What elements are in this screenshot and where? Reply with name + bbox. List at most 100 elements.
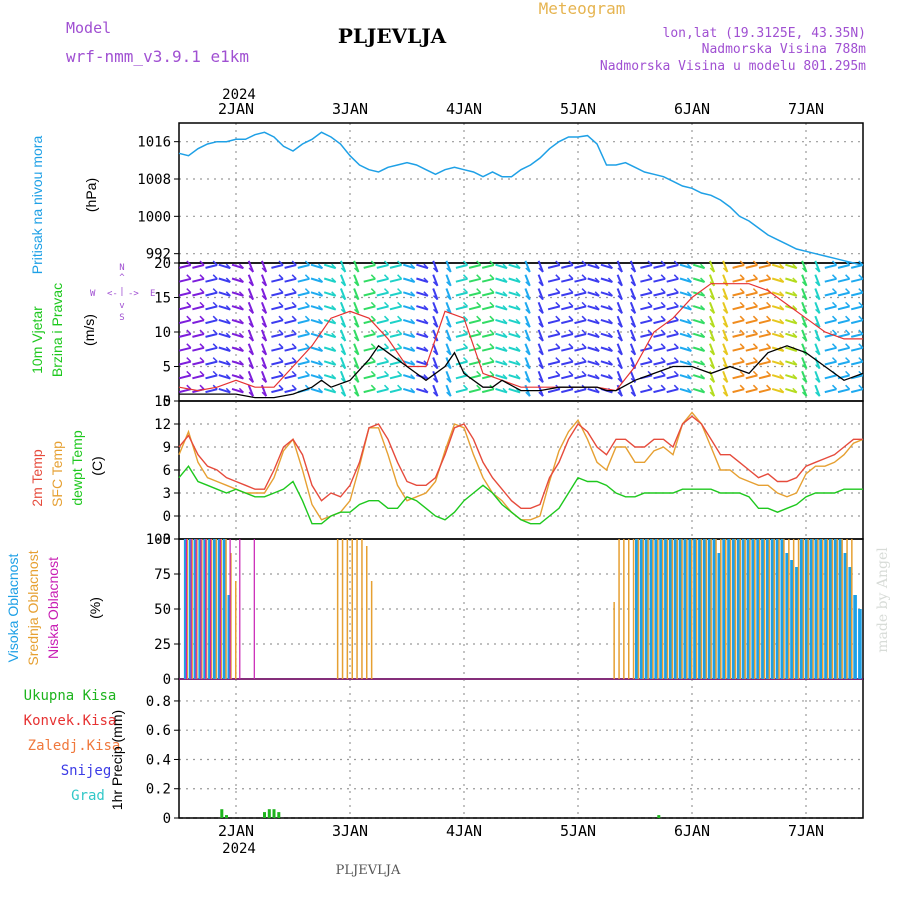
wind-barb-head <box>673 357 679 363</box>
wind-barb <box>323 346 336 352</box>
wind-barb-head <box>801 308 808 314</box>
wind-barb-head <box>792 318 798 324</box>
x-tick-label-top: 7JAN <box>788 100 824 118</box>
wind-barb-head <box>383 370 390 376</box>
temp2m-line <box>178 415 863 509</box>
wind-barb-head <box>673 288 679 294</box>
wind-barb <box>508 346 521 352</box>
wind-barb <box>178 264 192 269</box>
wind-barb-head <box>476 384 482 390</box>
wind-barb <box>192 305 205 311</box>
wind-barb-head <box>752 357 758 363</box>
wind-barb-head <box>617 391 623 397</box>
wind-barb <box>561 333 574 338</box>
wind-barb-head <box>278 329 284 335</box>
wind-barb-head <box>555 315 561 321</box>
wind-barb <box>837 305 850 311</box>
wind-barb-head <box>410 346 416 352</box>
high-cloud-bar <box>809 539 814 679</box>
wind-barb-head <box>700 291 706 297</box>
wind-barb-head <box>502 374 508 380</box>
wind-barb-head <box>581 370 587 376</box>
wind-barb-head <box>568 301 574 307</box>
wind-unit: (m/s) <box>81 314 97 346</box>
wind-barb-head <box>340 391 346 397</box>
wind-barb-head <box>858 301 864 307</box>
wind-barb <box>824 264 837 269</box>
wind-barb-head <box>278 260 284 266</box>
wind-barb-head <box>186 301 192 307</box>
wind-barb-head <box>673 384 679 390</box>
wind-barb-head <box>317 318 324 324</box>
y-tick-label: 12 <box>154 417 171 433</box>
wind-barb-head <box>238 346 244 352</box>
wind-barb <box>587 318 600 325</box>
wind-barb-head <box>423 387 429 393</box>
mid-cloud-bar <box>831 539 834 679</box>
wind-barb <box>837 360 850 366</box>
year-top: 2024 <box>222 87 256 103</box>
wind-barb <box>745 264 758 269</box>
wind-barb-head <box>370 357 376 363</box>
wind-barb-head <box>476 370 482 376</box>
high-cloud-bar <box>664 539 668 679</box>
wind-barb-head <box>722 350 728 356</box>
wind-barb-head <box>397 343 403 349</box>
high-cloud-bar <box>654 539 658 679</box>
wind-barb-head <box>722 336 728 342</box>
high-cloud-bar <box>693 539 697 679</box>
wind-barb <box>679 318 692 325</box>
high-cloud-bar <box>198 539 202 679</box>
wind-barb <box>600 332 613 339</box>
mid-cloud-bar <box>351 539 353 679</box>
wind-barb-head <box>722 295 728 301</box>
wind-barb-head <box>304 315 310 321</box>
wind-barb-head <box>423 263 429 269</box>
wind-barb-head <box>739 343 745 349</box>
wind-barb <box>205 388 218 394</box>
wind-barb <box>785 291 798 297</box>
wind-barb <box>837 388 850 394</box>
wind-barb <box>653 333 666 338</box>
high-cloud-bar <box>639 539 644 679</box>
wind-barb <box>785 277 798 283</box>
wind-barb <box>561 277 574 283</box>
mid-cloud-bar <box>637 539 640 679</box>
meteogram-title: Meteogram <box>539 0 626 18</box>
wind-barb <box>824 346 837 352</box>
wind-barb-head <box>291 384 297 390</box>
wind-barb-head <box>410 374 416 380</box>
wind-barb-head <box>304 370 310 376</box>
y-tick-label: 5 <box>163 360 171 376</box>
mid-cloud-bar <box>191 539 193 679</box>
wind-barb <box>745 333 758 338</box>
high-cloud-bar <box>780 539 785 679</box>
wind-barb <box>666 319 679 325</box>
wind-barb-head <box>225 346 231 352</box>
wind-barb-head <box>525 281 531 287</box>
wind-barb-head <box>515 305 521 311</box>
wind-barb <box>403 346 415 352</box>
wind-barb-head <box>792 387 798 393</box>
wind-barb <box>587 263 600 270</box>
wind-barb <box>758 305 771 311</box>
wind-barb-head <box>815 281 821 287</box>
wind-barb <box>653 305 666 311</box>
wind-barb-head <box>410 277 416 283</box>
wind-barb <box>524 274 531 287</box>
wind-barb-head <box>779 291 785 297</box>
precip-legend-frz: Zaledj.Kisa <box>28 738 121 754</box>
wind-barb-head <box>248 281 254 287</box>
wind-barb-head <box>594 360 600 366</box>
wind-barb-head <box>594 305 600 311</box>
high-cloud-bar <box>766 539 770 679</box>
wind-barb <box>353 274 360 287</box>
wind-barb-head <box>752 329 758 335</box>
wind-barb <box>284 305 297 311</box>
wind-barb <box>814 315 821 328</box>
wind-barb-head <box>331 374 337 380</box>
wind-barb <box>432 301 439 314</box>
wind-barb <box>653 388 666 394</box>
wind-barb-head <box>397 357 403 363</box>
high-cloud-bar <box>217 539 222 679</box>
